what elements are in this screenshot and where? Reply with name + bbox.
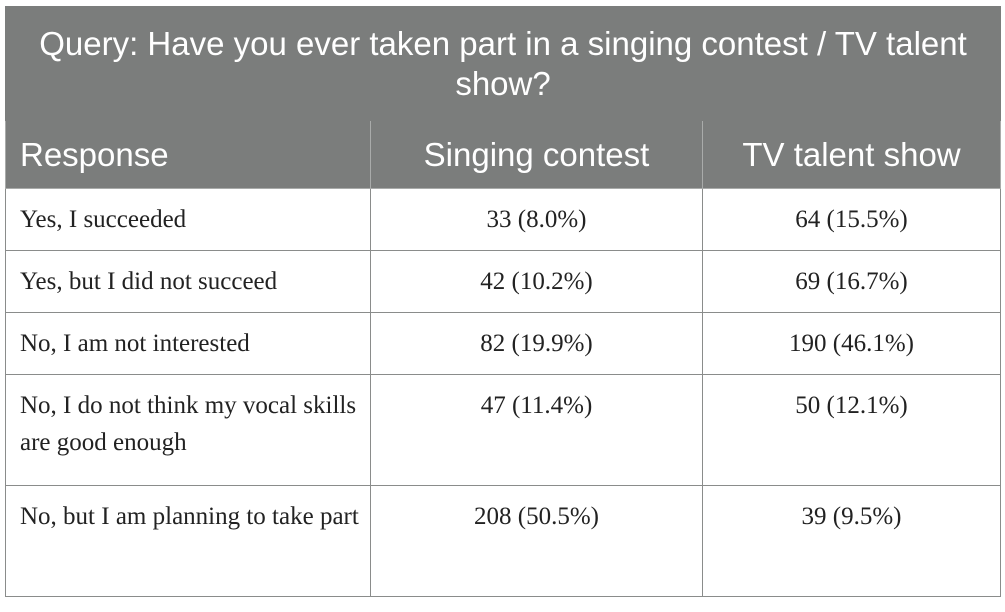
- header-row: Response Singing contest TV talent show: [5, 120, 1002, 189]
- column-header-singing-contest: Singing contest: [370, 120, 703, 189]
- column-header-tv-talent-show: TV talent show: [701, 120, 1002, 189]
- caption-row: Query: Have you ever taken part in a sin…: [4, 6, 1002, 121]
- response-cell: Yes, I succeeded: [5, 188, 371, 251]
- table-row: Yes, I succeeded 33 (8.0%) 64 (15.5%): [5, 188, 1002, 251]
- survey-table: Query: Have you ever taken part in a sin…: [4, 6, 1002, 597]
- tv-talent-show-cell: 64 (15.5%): [701, 188, 1002, 251]
- singing-contest-cell: 47 (11.4%): [370, 374, 703, 486]
- singing-contest-cell: 42 (10.2%): [370, 250, 703, 313]
- tv-talent-show-cell: 69 (16.7%): [701, 250, 1002, 313]
- table-caption: Query: Have you ever taken part in a sin…: [4, 6, 1002, 121]
- table-row: No, I am not interested 82 (19.9%) 190 (…: [5, 312, 1002, 375]
- tv-talent-show-cell: 50 (12.1%): [701, 374, 1002, 486]
- response-cell: No, I do not think my vocal skills are g…: [5, 374, 371, 486]
- response-cell: Yes, but I did not succeed: [5, 250, 371, 313]
- singing-contest-cell: 208 (50.5%): [370, 485, 703, 597]
- response-cell: No, but I am planning to take part: [5, 485, 371, 597]
- table-row: Yes, but I did not succeed 42 (10.2%) 69…: [5, 250, 1002, 313]
- table-row: No, I do not think my vocal skills are g…: [5, 374, 1002, 486]
- tv-talent-show-cell: 39 (9.5%): [701, 485, 1002, 597]
- tv-talent-show-cell: 190 (46.1%): [701, 312, 1002, 375]
- column-header-response: Response: [5, 120, 371, 189]
- response-cell: No, I am not interested: [5, 312, 371, 375]
- singing-contest-cell: 33 (8.0%): [370, 188, 703, 251]
- table-row: No, but I am planning to take part 208 (…: [5, 485, 1002, 597]
- singing-contest-cell: 82 (19.9%): [370, 312, 703, 375]
